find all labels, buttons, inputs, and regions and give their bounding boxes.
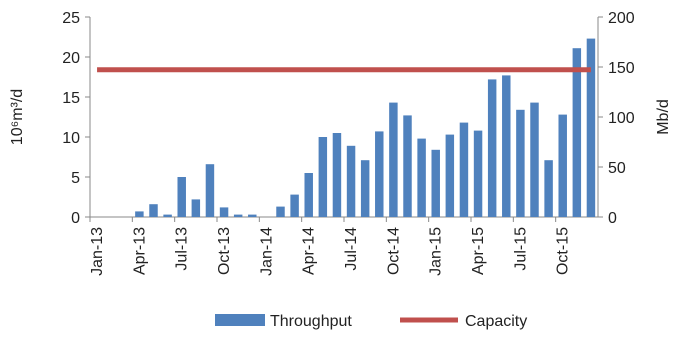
- bar: [572, 48, 582, 218]
- bar: [445, 134, 455, 217]
- bar: [389, 102, 398, 217]
- bar: [417, 138, 426, 217]
- bar: [473, 130, 483, 217]
- legend-label: Throughput: [270, 313, 352, 330]
- y2-tick-label: 200: [608, 10, 635, 27]
- bar: [318, 137, 328, 217]
- y-tick-label: 10: [62, 130, 80, 147]
- x-tick-label: Jan-15: [428, 227, 445, 276]
- bar: [177, 177, 186, 217]
- bar: [530, 102, 539, 217]
- bar: [487, 79, 497, 218]
- x-tick-label: Oct-15: [555, 227, 572, 275]
- bar: [233, 214, 243, 217]
- y-tick-label: 0: [71, 210, 80, 227]
- bar: [516, 109, 525, 217]
- bar: [276, 206, 285, 217]
- x-tick-label: Apr-14: [301, 227, 318, 275]
- bar: [248, 214, 257, 217]
- y-axis-label: 10⁶m³/d: [9, 89, 26, 145]
- bar: [459, 122, 469, 217]
- bar: [163, 214, 172, 217]
- legend-swatch: [215, 314, 265, 326]
- x-tick-label: Jul-14: [343, 227, 360, 271]
- bar: [219, 207, 229, 217]
- x-tick-label: Apr-13: [131, 227, 148, 275]
- y2-tick-label: 50: [608, 160, 626, 177]
- x-tick-label: Jan-14: [258, 227, 275, 276]
- bar: [502, 75, 511, 218]
- bar: [586, 38, 596, 217]
- x-tick-label: Apr-15: [470, 227, 487, 275]
- y2-tick-label: 100: [608, 110, 635, 127]
- y-tick-label: 25: [62, 10, 80, 27]
- bar: [544, 160, 553, 217]
- y2-tick-label: 0: [608, 210, 617, 227]
- bar: [332, 133, 342, 217]
- bar: [149, 204, 158, 217]
- bar: [346, 145, 356, 217]
- y-tick-label: 20: [62, 50, 80, 67]
- bar: [205, 164, 215, 217]
- x-tick-label: Jan-13: [89, 227, 106, 276]
- y2-tick-label: 150: [608, 60, 635, 77]
- legend-label: Capacity: [465, 313, 527, 330]
- y-tick-label: 5: [71, 170, 80, 187]
- bar: [304, 173, 313, 217]
- bar: [375, 131, 384, 217]
- bar: [290, 194, 299, 217]
- x-tick-label: Oct-13: [216, 227, 233, 275]
- y2-axis-label: Mb/d: [655, 99, 672, 135]
- bar: [403, 115, 412, 217]
- bar: [558, 114, 567, 217]
- bar: [191, 199, 201, 217]
- x-tick-label: Jul-13: [174, 227, 191, 271]
- x-tick-label: Oct-14: [385, 227, 402, 275]
- y-tick-label: 15: [62, 90, 80, 107]
- bar: [360, 160, 370, 217]
- bar: [431, 149, 440, 217]
- bar: [135, 211, 144, 217]
- x-tick-label: Jul-15: [512, 227, 529, 271]
